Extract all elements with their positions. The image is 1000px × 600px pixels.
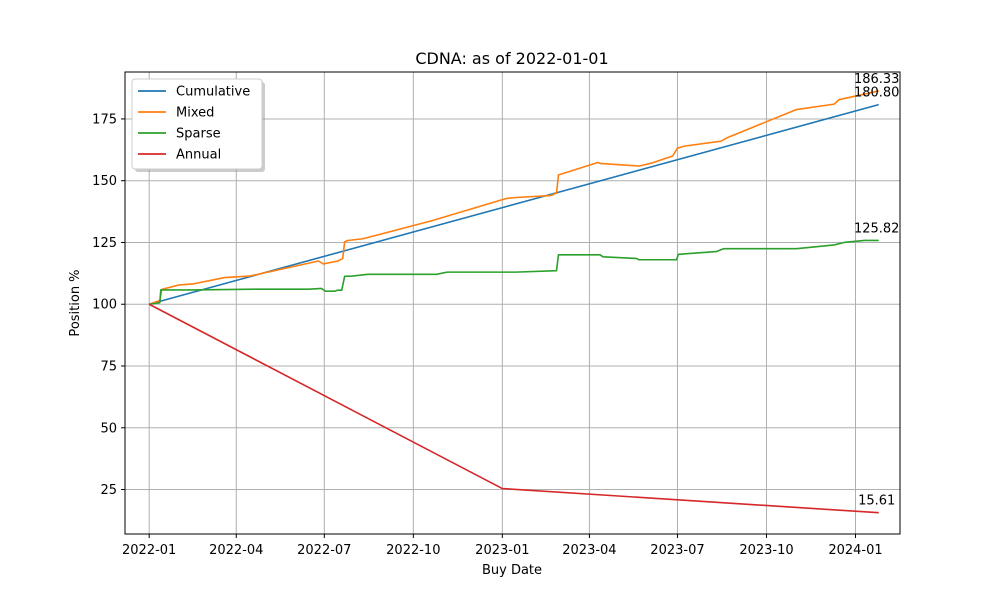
x-axis: 2022-01 2022-04 2022-07 2022-10 2023-01 2023-… (122, 534, 883, 558)
x-tick-label: 2022-10 (386, 543, 440, 558)
y-axis-label: Position % (68, 269, 83, 336)
chart-title: CDNA: as of 2022-01-01 (415, 49, 608, 68)
value-annotation: 125.82 (854, 221, 900, 236)
value-annotation: 15.61 (858, 494, 895, 509)
value-annotation: 186.33 (854, 72, 900, 87)
series-line-annual (148, 303, 879, 514)
y-tick-label: 50 (100, 421, 117, 436)
x-tick-label: 2024-01 (828, 543, 882, 558)
legend: Cumulative Mixed Sparse Annual (131, 78, 265, 172)
series-line-sparse (149, 239, 879, 306)
legend-label: Mixed (176, 106, 214, 121)
x-tick-label: 2022-01 (122, 543, 176, 558)
legend-label: Sparse (176, 127, 221, 142)
y-axis: 25 50 75 100 125 150 175 (92, 112, 125, 498)
legend-box (131, 78, 263, 170)
legend-label: Cumulative (176, 85, 250, 100)
series-layer (148, 90, 879, 514)
y-tick-label: 150 (92, 174, 117, 189)
y-tick-label: 75 (100, 360, 117, 375)
x-tick-label: 2022-07 (297, 543, 351, 558)
legend-label: Annual (176, 148, 221, 163)
y-tick-label: 100 (92, 298, 117, 313)
y-tick-label: 25 (100, 483, 117, 498)
x-axis-label: Buy Date (482, 563, 542, 578)
x-tick-label: 2023-07 (650, 543, 704, 558)
x-tick-label: 2023-01 (475, 543, 529, 558)
y-tick-label: 125 (92, 236, 117, 251)
x-tick-label: 2022-04 (209, 543, 263, 558)
plot-frame (124, 71, 901, 535)
x-tick-label: 2023-10 (739, 543, 793, 558)
series-line-mixed (148, 90, 879, 305)
value-annotation: 180.80 (854, 86, 900, 101)
y-tick-label: 175 (92, 112, 117, 127)
x-tick-label: 2023-04 (562, 543, 616, 558)
